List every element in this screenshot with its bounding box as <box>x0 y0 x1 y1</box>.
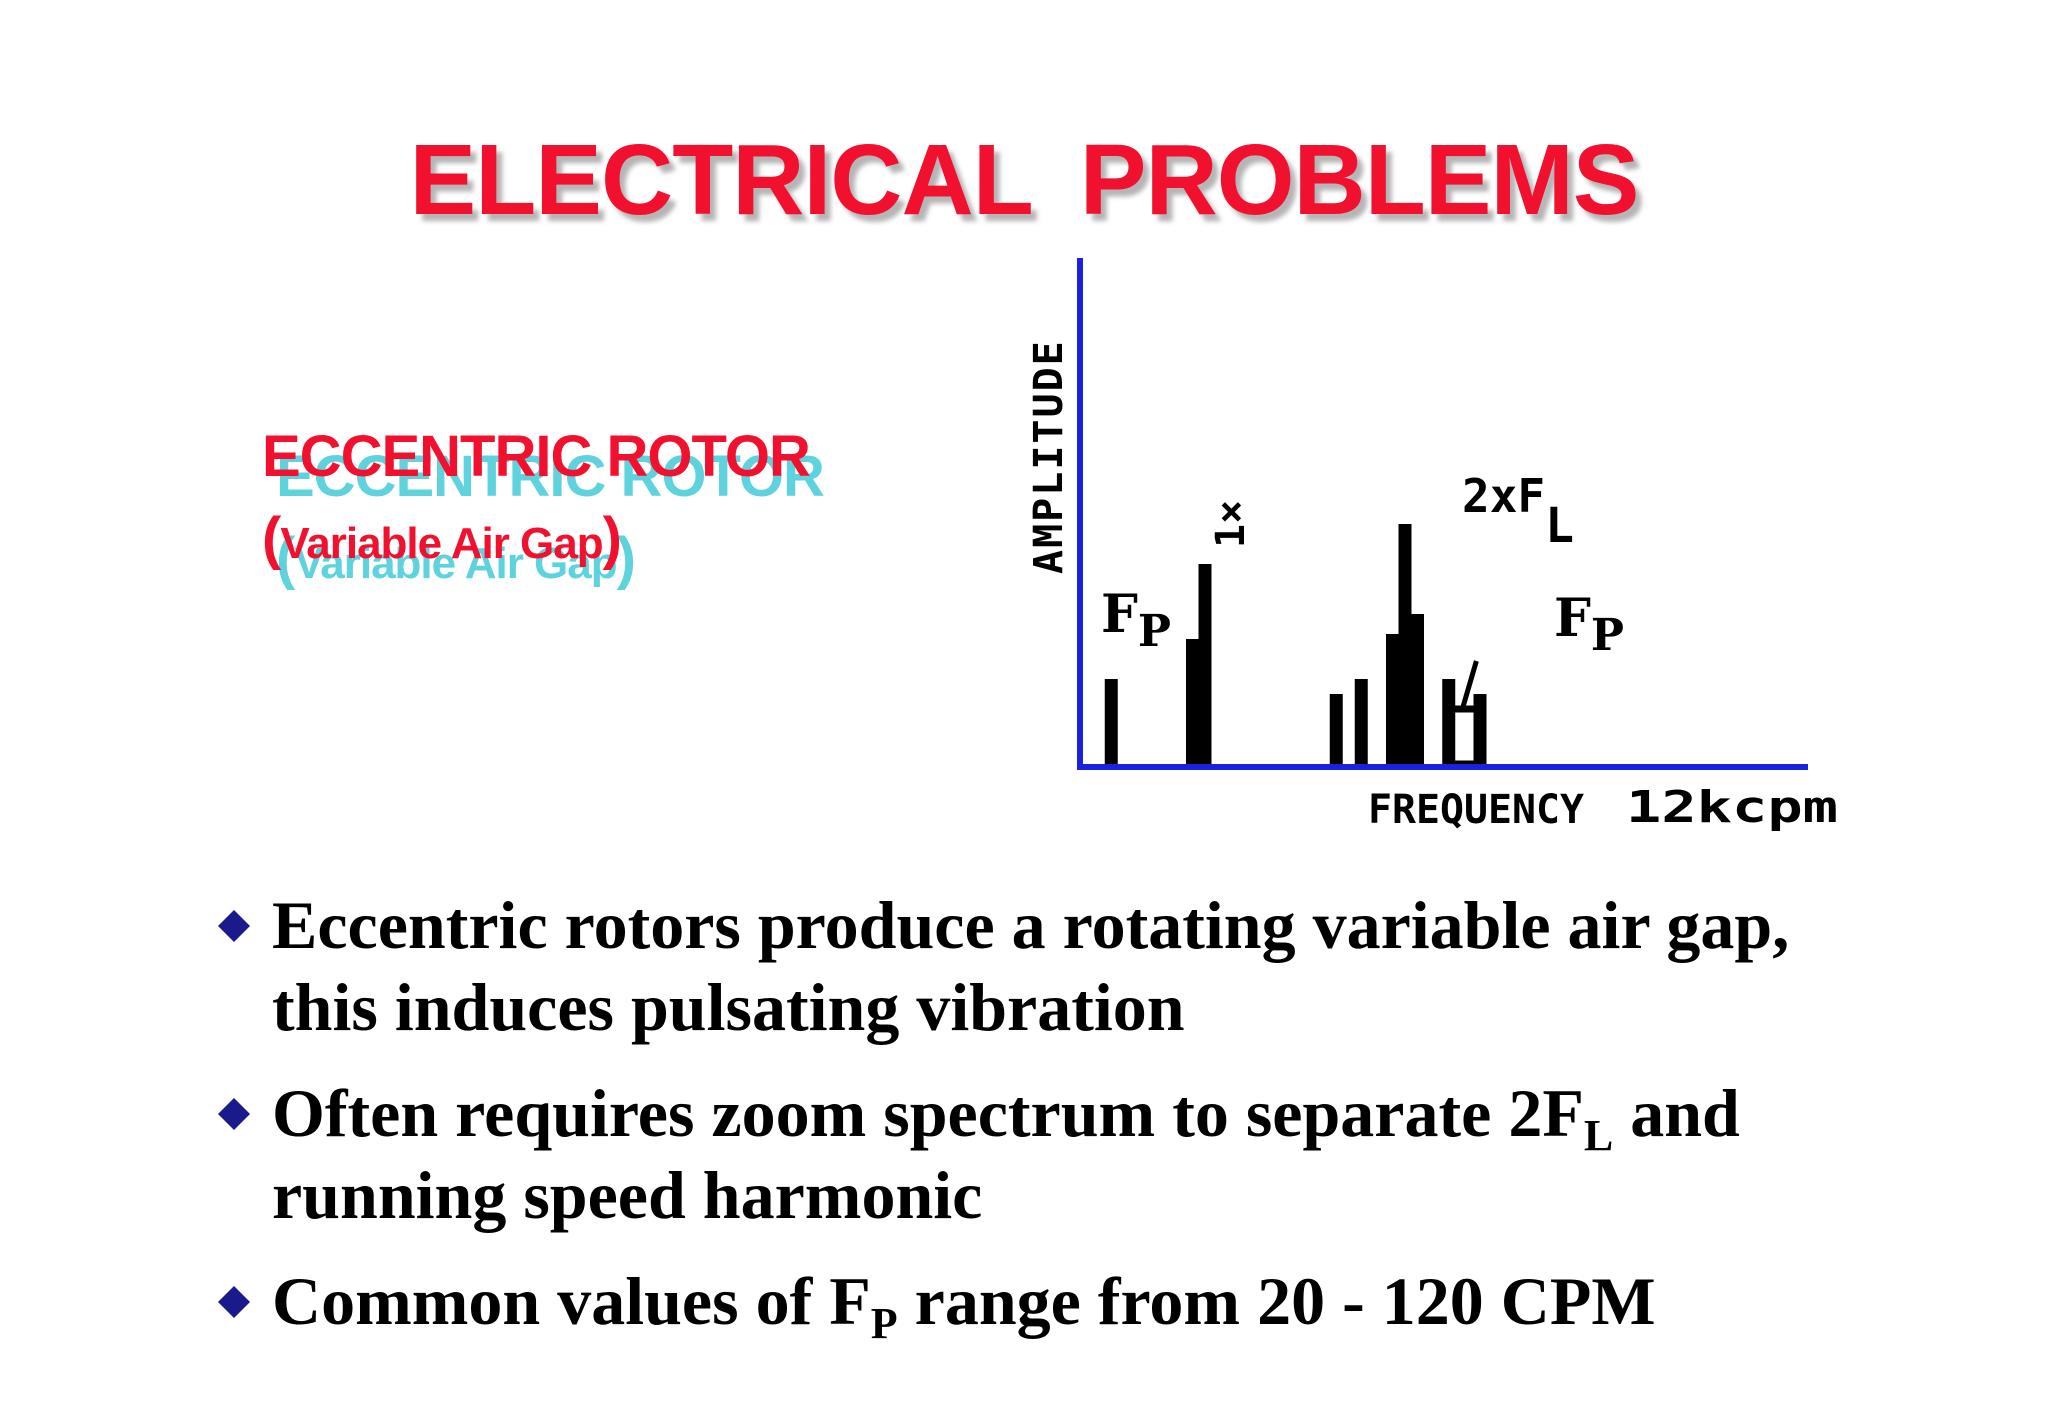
diamond-bullet-icon <box>218 1098 250 1130</box>
one-x-label: 1× <box>1208 500 1254 548</box>
bullet-3-line-1: Common values of FP range from 20 - 120 … <box>272 1263 1656 1348</box>
two-fl-main: 2xF <box>1462 469 1545 523</box>
subtitle-close-paren: ) <box>602 506 622 571</box>
subtitle-line-1: ECCENTRIC ROTOR ECCENTRIC ROTOR <box>262 428 982 510</box>
subtitle-line-1-shadow: ECCENTRIC ROTOR <box>276 444 825 509</box>
spectrum-bar-8 <box>1411 614 1424 764</box>
bullet-2-line-2: running speed harmonic <box>272 1157 983 1233</box>
fp-pointer-line <box>1459 660 1479 710</box>
spectrum-bar-2 <box>1186 639 1199 764</box>
subtitle-line-1-text: ECCENTRIC ROTOR <box>262 424 811 489</box>
spectrum-bar-6 <box>1386 634 1399 764</box>
bullet-3-subscript: P <box>870 1299 898 1348</box>
spectrum-bar-1 <box>1104 679 1118 764</box>
x-axis-end-label: 12kcpm <box>1626 782 1838 833</box>
bullet-list: Eccentric rotors produce a rotating vari… <box>214 884 2014 1366</box>
subtitle-line-2: (Variable Air Gap) (Variable Air Gap) <box>262 510 982 588</box>
fp-right-label: FP <box>1554 588 1624 661</box>
fp-left-main: F <box>1101 584 1138 645</box>
fp-left-sub: P <box>1138 606 1171 657</box>
subtitle-variable-air-gap: Variable Air Gap <box>280 519 603 568</box>
y-axis-label: AMPLITUDE <box>1026 339 1072 574</box>
spectrum-bar-3 <box>1198 564 1212 764</box>
fp-right-main: F <box>1554 588 1591 649</box>
two-fl-sub: L <box>1545 498 1574 554</box>
subtitle-line-2-text: (Variable Air Gap) <box>262 510 622 568</box>
bullet-2-line-1: Often requires zoom spectrum to separate… <box>272 1075 1740 1160</box>
two-fl-label: 2xFL <box>1462 469 1574 554</box>
subtitle-block: ECCENTRIC ROTOR ECCENTRIC ROTOR (Variabl… <box>262 428 982 588</box>
spectrum-bar-5 <box>1354 679 1368 764</box>
bullet-1-line-1: Eccentric rotors produce a rotating vari… <box>272 887 1790 963</box>
spectrum-bar-7 <box>1398 524 1412 764</box>
bullet-item-3: Common values of FP range from 20 - 120 … <box>214 1260 2014 1348</box>
bullet-1-line-2: this induces pulsating vibration <box>272 969 1185 1045</box>
fp-right-sub: P <box>1591 610 1624 661</box>
spectrum-bar-4 <box>1329 694 1343 764</box>
x-axis-label: FREQUENCY <box>1368 787 1584 833</box>
subtitle-line-2-shadow: (Variable Air Gap) <box>276 526 636 591</box>
bullet-item-1: Eccentric rotors produce a rotating vari… <box>214 884 2014 1048</box>
fp-left-label: FP <box>1101 584 1171 657</box>
diamond-bullet-icon <box>218 910 250 942</box>
bullet-item-2: Often requires zoom spectrum to separate… <box>214 1072 2014 1236</box>
diamond-bullet-icon <box>218 1286 250 1318</box>
bullet-2-subscript: L <box>1583 1111 1614 1160</box>
subtitle-open-paren: ( <box>262 506 281 571</box>
slide-title: ELECTRICAL PROBLEMS <box>409 124 1640 236</box>
